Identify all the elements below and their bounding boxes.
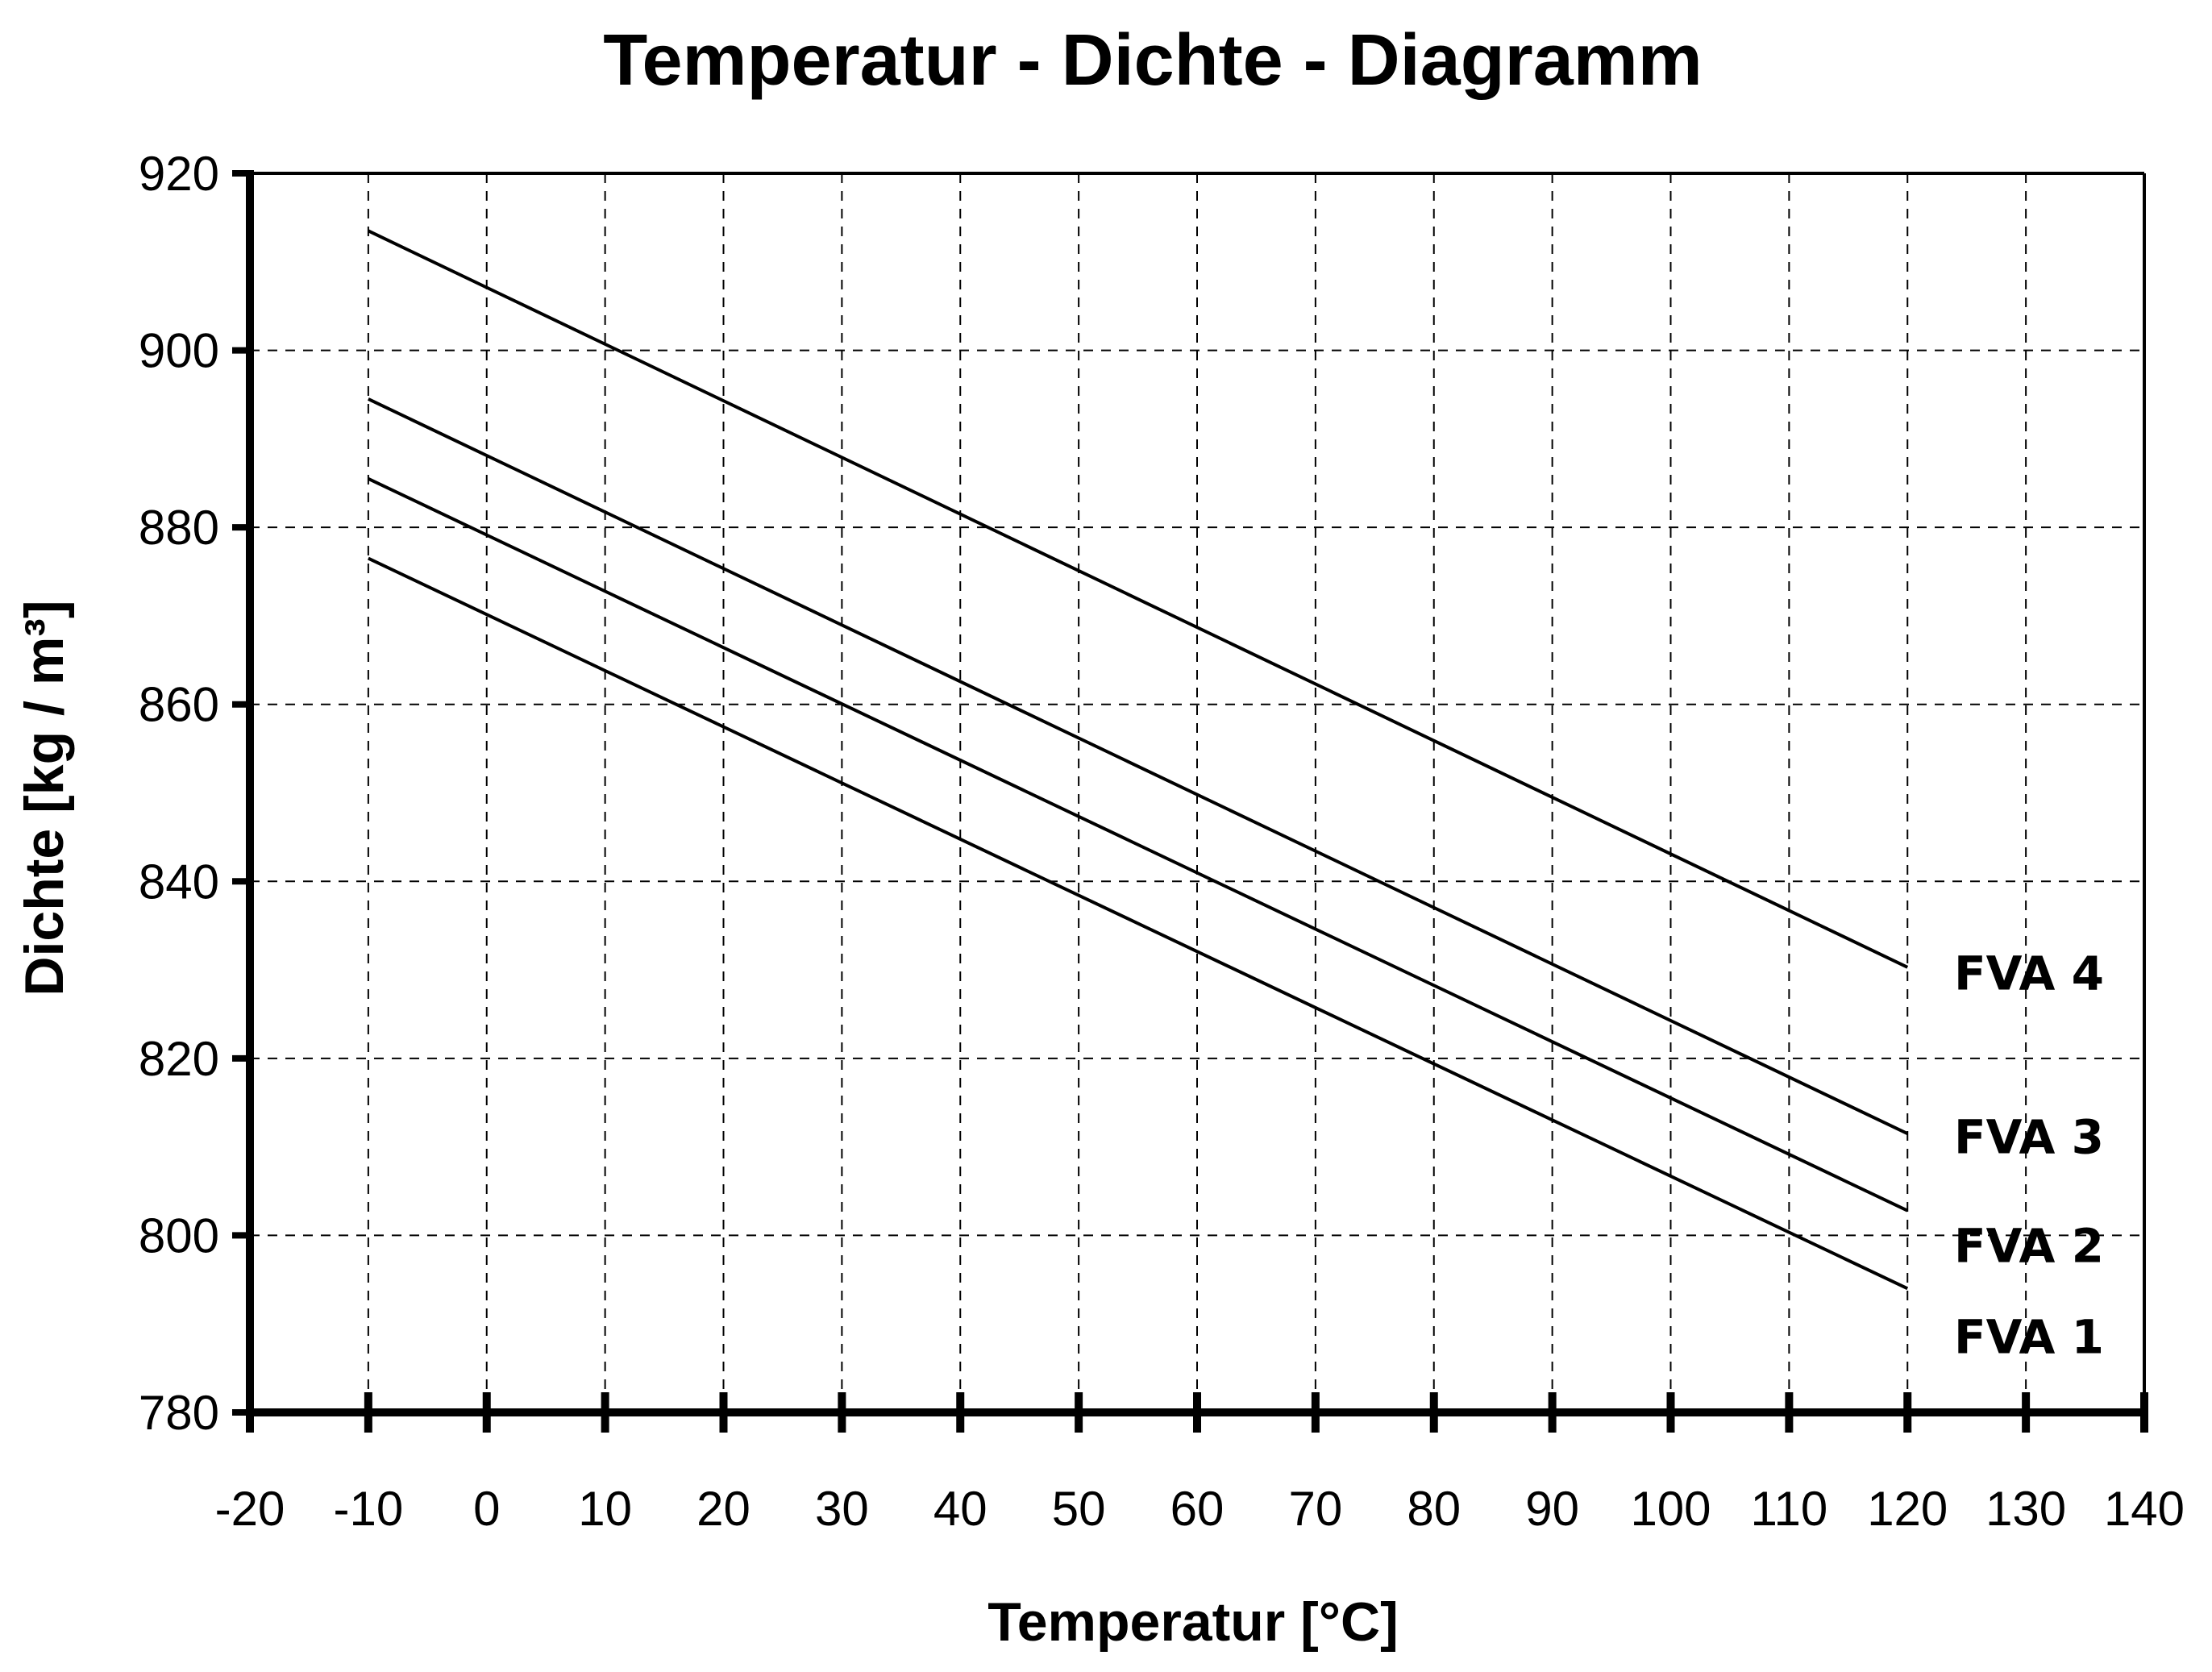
x-tick-label: 90	[1525, 1482, 1579, 1536]
chart-title: Temperatur - Dichte - Diagramm	[603, 20, 1703, 101]
y-axis-ticks: 780 800 820 840 860 880 900 920	[139, 147, 250, 1440]
x-tick-label: 110	[1751, 1482, 1828, 1536]
x-tick-label: 50	[1052, 1482, 1106, 1536]
series-lines	[368, 229, 1909, 1291]
y-tick-label: 840	[139, 855, 219, 909]
y-tick-label: 880	[139, 501, 219, 555]
y-tick-label: 920	[139, 147, 219, 201]
x-tick-label: 140	[2104, 1482, 2185, 1536]
y-tick-label: 860	[139, 678, 219, 732]
series-line-fva-1	[368, 556, 1909, 1291]
x-tick-label: 20	[696, 1482, 750, 1536]
x-tick-label: 80	[1407, 1482, 1461, 1536]
series-line-fva-3	[368, 397, 1909, 1135]
x-tick-label: 30	[815, 1482, 869, 1536]
x-axis-label: Temperatur [°C]	[988, 1591, 1399, 1653]
x-tick-label: 60	[1170, 1482, 1224, 1536]
y-tick-label: 800	[139, 1208, 219, 1262]
series-label-fva-1: FVA 1	[1954, 1310, 2104, 1365]
series-line-fva-4	[368, 229, 1909, 969]
x-tick-label: 40	[933, 1482, 988, 1536]
series-label-fva-3: FVA 3	[1954, 1110, 2104, 1165]
x-tick-label: 120	[1867, 1482, 1948, 1536]
x-tick-label: 10	[578, 1482, 632, 1536]
x-axis-ticks: -20 -10 0 10 20 30 40 50 60 70 80 90 100 110 120 130 140	[215, 1392, 2185, 1536]
x-tick-label: 130	[1985, 1482, 2066, 1536]
grid	[250, 173, 2144, 1412]
x-tick-label: -20	[215, 1482, 285, 1536]
series-line-fva-2	[368, 476, 1909, 1212]
series-labels: FVA 4 FVA 3 FVA 2 FVA 1	[1954, 946, 2104, 1364]
series-label-fva-4: FVA 4	[1954, 946, 2104, 1000]
series-label-fva-2: FVA 2	[1954, 1219, 2104, 1274]
y-tick-label: 780	[139, 1386, 219, 1440]
x-tick-label: 100	[1630, 1482, 1711, 1536]
y-tick-label: 900	[139, 324, 219, 378]
x-tick-label: 0	[473, 1482, 500, 1536]
x-tick-label: 70	[1289, 1482, 1343, 1536]
x-tick-label: -10	[334, 1482, 404, 1536]
y-tick-label: 820	[139, 1032, 219, 1086]
y-axis-label: Dichte [kg / m³]	[14, 600, 75, 996]
